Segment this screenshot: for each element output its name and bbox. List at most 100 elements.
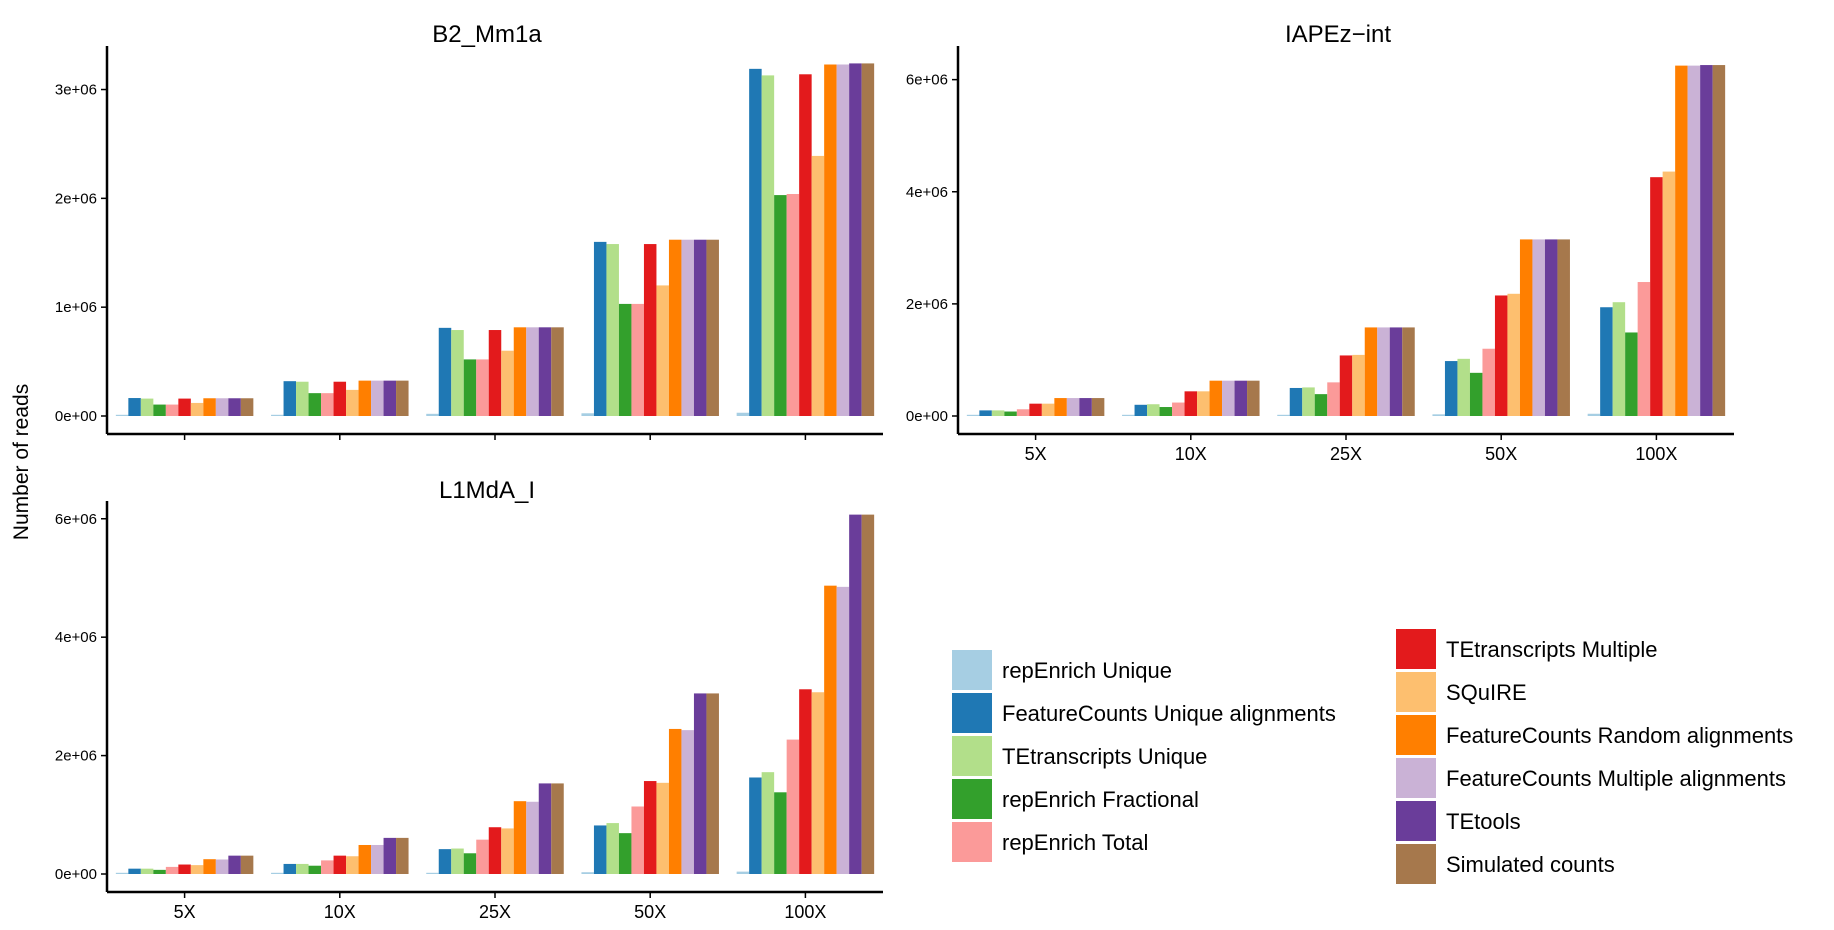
panel-l1mda-i: L1MdA_I 0e+00 2e+06 4e+06 6e+06 5X 10X 25X 50X 1… [55, 477, 883, 922]
legend-swatch [952, 736, 992, 776]
bar [849, 63, 862, 416]
bar [451, 848, 464, 874]
bar [668, 239, 682, 416]
bar [749, 777, 762, 874]
bar [1687, 65, 1701, 417]
x-tick-label: 100X [784, 902, 826, 922]
bar [706, 693, 719, 874]
bar [1675, 65, 1688, 417]
bar [321, 393, 334, 416]
bar [463, 853, 477, 874]
legend-label: repEnrich Total [1002, 830, 1148, 855]
legend-swatch [952, 650, 992, 690]
y-tick-label: 6e+06 [55, 511, 97, 528]
legend-swatch [1396, 844, 1436, 884]
y-tick-label: 0e+00 [906, 408, 948, 425]
bar [190, 865, 204, 874]
bar [501, 350, 514, 416]
bar [308, 393, 322, 416]
bar [1041, 403, 1055, 416]
bar [1612, 302, 1626, 416]
x-tick-label: 10X [324, 902, 356, 922]
panel-iapez-int: IAPEz−int 0e+00 2e+06 4e+06 6e+06 5X 10X 25X 50… [906, 21, 1734, 464]
bar [178, 864, 191, 874]
bar [581, 872, 594, 874]
x-tick-label: 5X [1025, 444, 1047, 464]
legend-swatch [1396, 758, 1436, 798]
bar [1054, 398, 1067, 416]
bar [463, 359, 477, 416]
legend-swatch [1396, 672, 1436, 712]
y-tick-label: 3e+06 [55, 82, 97, 99]
bar [426, 872, 439, 874]
bar [1532, 239, 1545, 416]
bar [836, 586, 850, 874]
y-tick-label: 0e+00 [55, 866, 97, 883]
bar [1134, 404, 1148, 416]
bar [1402, 327, 1415, 416]
bar [1184, 391, 1198, 416]
bar [593, 825, 607, 874]
y-tick-label: 0e+00 [55, 408, 97, 425]
legend-label: FeatureCounts Random alignments [1446, 723, 1793, 748]
bar [849, 514, 862, 874]
bar [283, 863, 297, 874]
bar [811, 155, 825, 416]
bar [786, 739, 800, 874]
bar [681, 730, 694, 874]
bar [1327, 382, 1340, 416]
bar [1147, 404, 1160, 416]
x-tick-label: 50X [634, 902, 666, 922]
bar [396, 380, 409, 416]
bar [371, 844, 384, 874]
bar [1507, 293, 1520, 416]
bar [513, 327, 527, 416]
bar [1314, 394, 1328, 416]
bar [824, 585, 837, 874]
bar [736, 871, 750, 874]
bar [1197, 391, 1210, 416]
legend-label: FeatureCounts Unique alignments [1002, 701, 1336, 726]
legend-label: repEnrich Fractional [1002, 787, 1199, 812]
bar [681, 239, 694, 416]
bar [1029, 403, 1042, 416]
bar [618, 833, 632, 874]
bar [761, 75, 775, 416]
bar [215, 859, 229, 874]
bar [438, 849, 452, 874]
x-tick-label: 10X [1175, 444, 1207, 464]
bar [240, 855, 254, 874]
bar [140, 868, 154, 874]
bar [1172, 402, 1185, 416]
bar [165, 866, 179, 874]
bar [581, 413, 594, 416]
panel-title: B2_Mm1a [432, 21, 542, 48]
bar [1700, 65, 1713, 416]
y-tick-label: 4e+06 [55, 629, 97, 646]
bar [1079, 398, 1092, 416]
panel-b2-mm1a: B2_Mm1a 0e+00 1e+06 2e+06 3e+06 [55, 21, 883, 440]
bar [271, 872, 284, 874]
bar [861, 514, 875, 874]
bar [271, 414, 284, 416]
bar [128, 868, 141, 874]
bar [1222, 380, 1235, 416]
bar [1625, 332, 1638, 416]
bar [774, 195, 787, 416]
bar [786, 194, 800, 416]
bar [551, 327, 564, 416]
legend-swatch [952, 693, 992, 733]
bar [115, 872, 129, 874]
bar [799, 689, 812, 874]
bar [1444, 361, 1458, 416]
bar [308, 865, 322, 874]
bar [513, 801, 527, 874]
bar [693, 693, 707, 874]
y-tick-label: 1e+06 [55, 299, 97, 316]
legend-label: FeatureCounts Multiple alignments [1446, 766, 1786, 791]
legend-swatch [1396, 801, 1436, 841]
bar [643, 244, 657, 416]
legend-label: TEtranscripts Multiple [1446, 637, 1658, 662]
bar [1066, 398, 1080, 416]
